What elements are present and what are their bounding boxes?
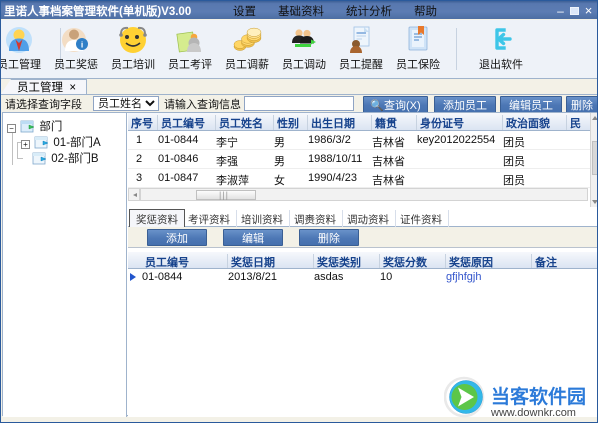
svg-text:当客软件园: 当客软件园 — [491, 385, 586, 408]
svg-text:www.downkr.com: www.downkr.com — [490, 407, 576, 419]
svg-text:i: i — [81, 39, 83, 49]
